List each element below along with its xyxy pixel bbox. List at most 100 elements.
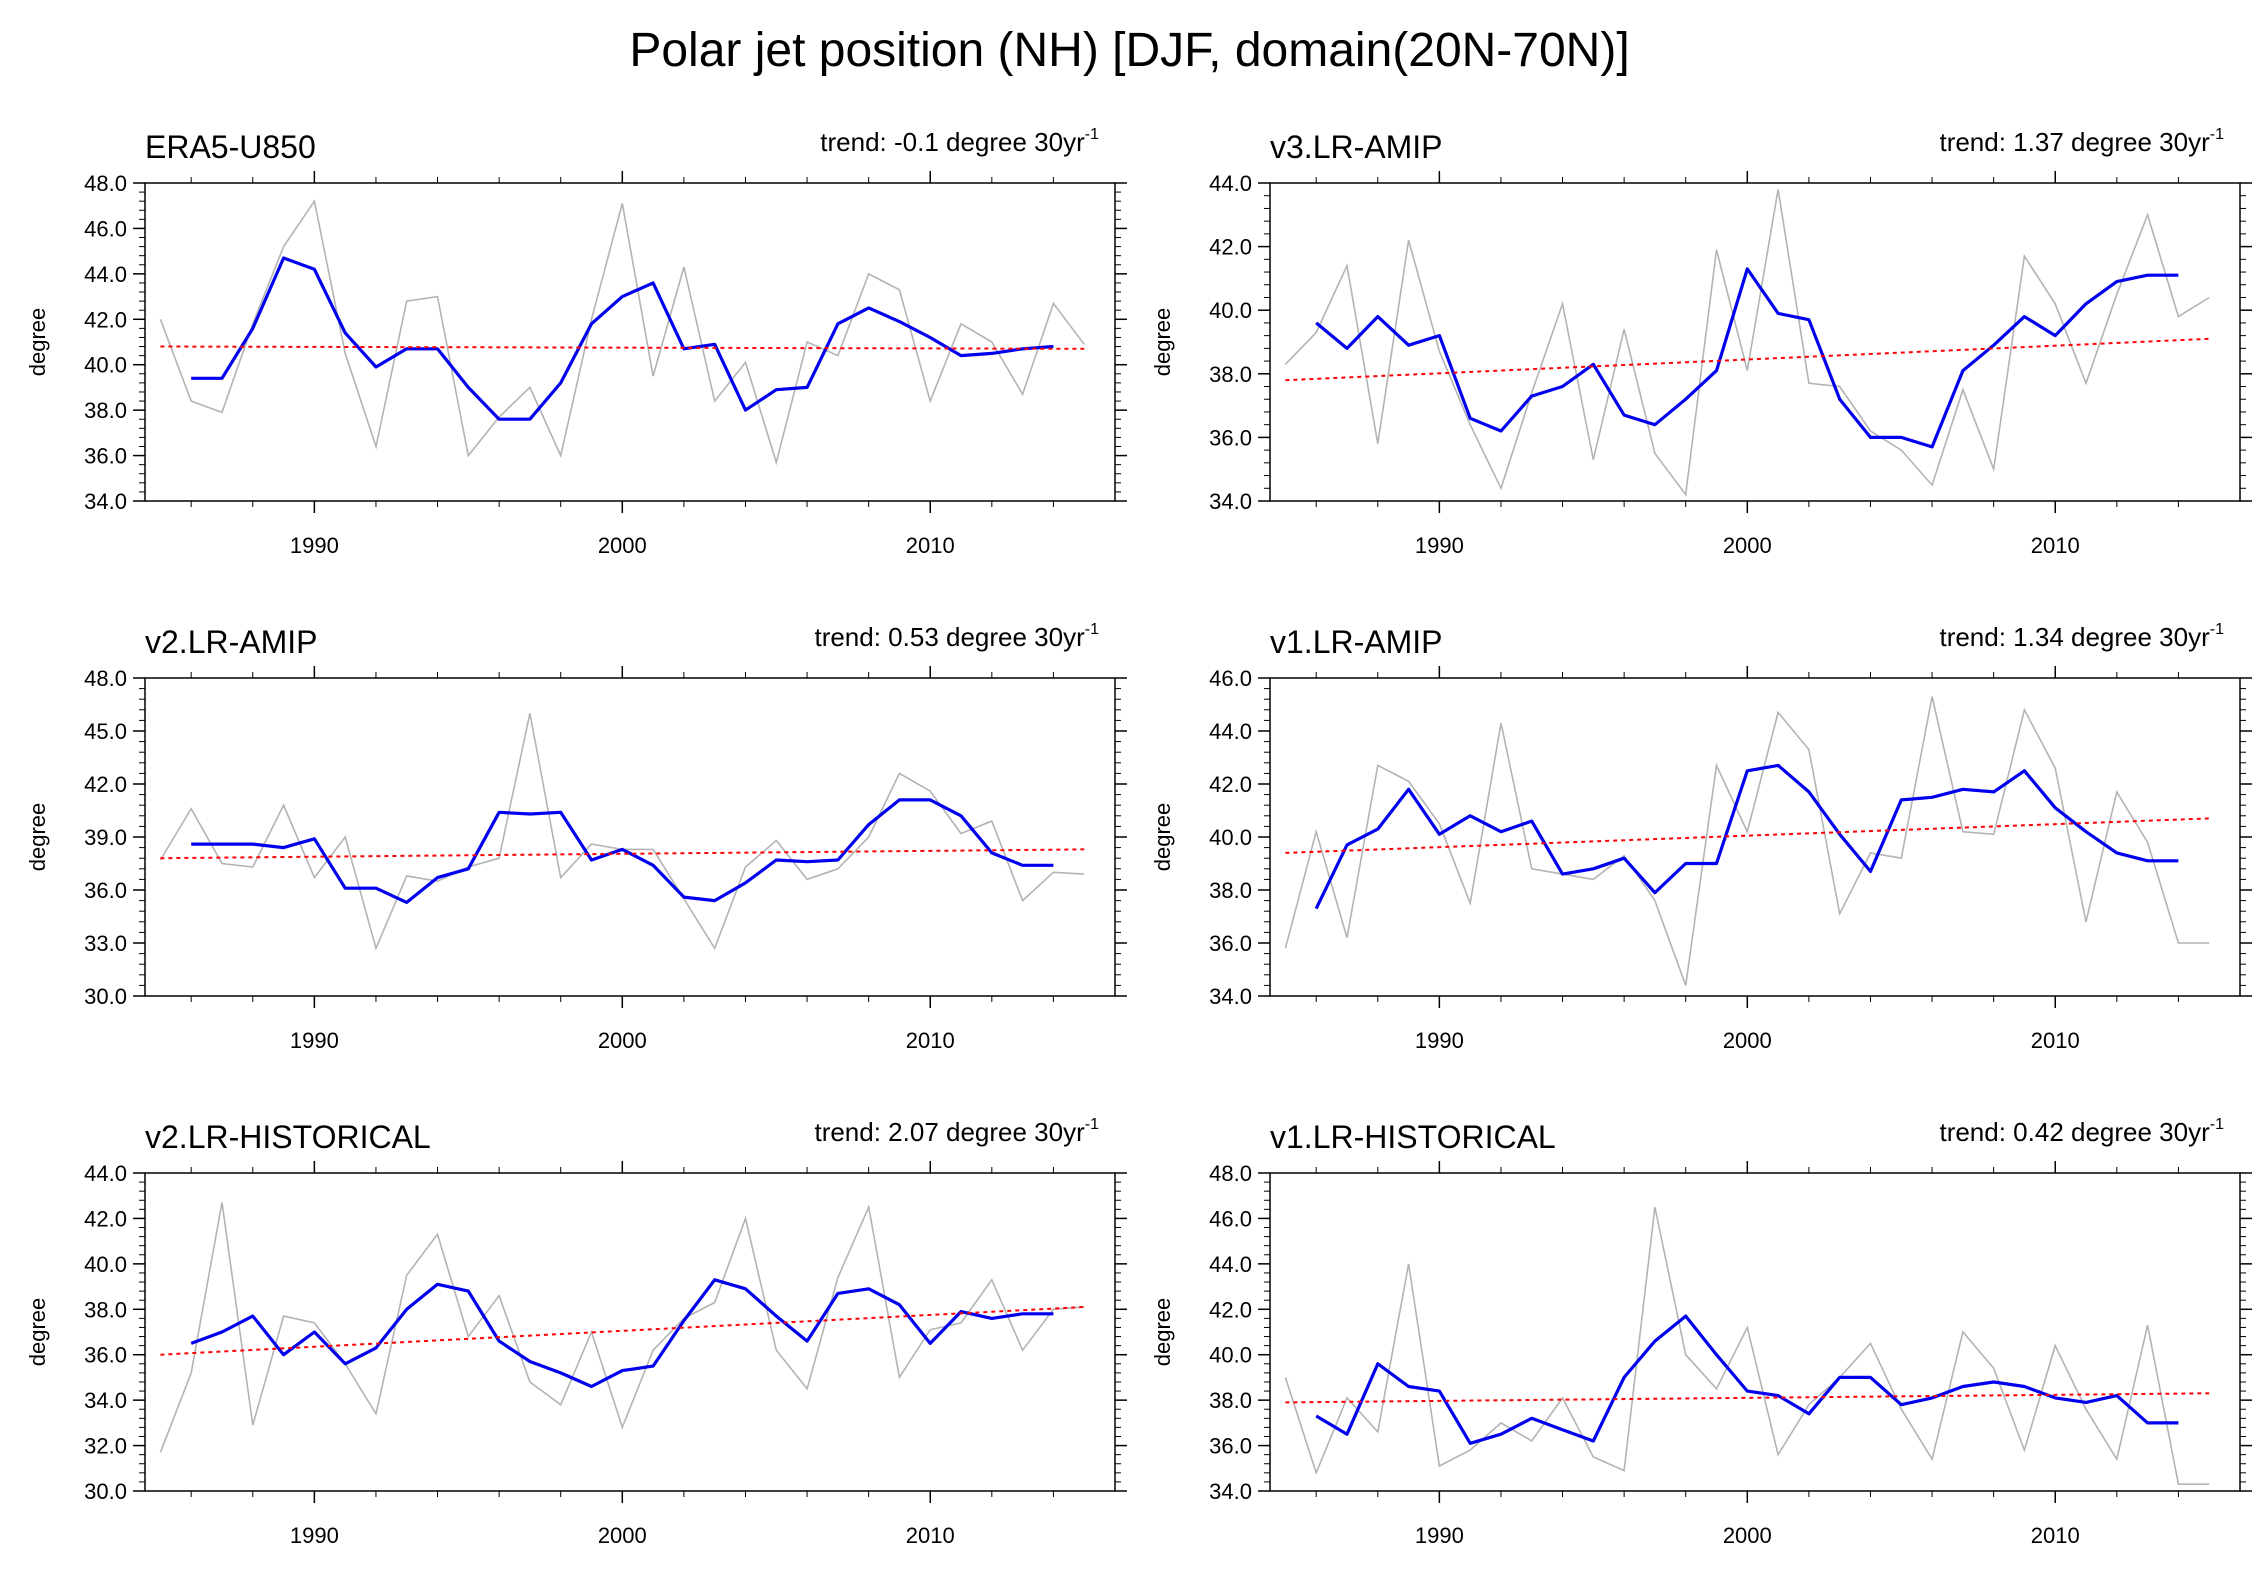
- y-tick-label: 39.0: [84, 825, 127, 850]
- y-tick-label: 38.0: [1209, 878, 1252, 903]
- trend-superscript: -1: [1085, 1116, 1099, 1133]
- x-tick-label: 2000: [598, 1028, 647, 1053]
- y-tick-label: 38.0: [1209, 1388, 1252, 1413]
- series-line-trend: [160, 345, 1085, 350]
- plot-frame: [144, 182, 1116, 502]
- panel-title: v1.LR-HISTORICAL: [1270, 1119, 1556, 1155]
- y-tick-label: 48.0: [84, 666, 127, 691]
- y-tick-label: 30.0: [84, 1479, 127, 1504]
- trend-annotation: trend: -0.1 degree 30yr-1: [820, 126, 1099, 157]
- y-tick-label: 32.0: [84, 1434, 127, 1459]
- y-tick-label: 40.0: [1209, 298, 1252, 323]
- x-tick-label: 1990: [290, 1523, 339, 1548]
- trend-superscript: -1: [2210, 1116, 2224, 1133]
- y-tick-label: 34.0: [84, 489, 127, 514]
- trend-annotation: trend: 2.07 degree 30yr-1: [814, 1116, 1099, 1147]
- y-axis-label: degree: [1150, 1298, 1175, 1367]
- plot-frame: [144, 1172, 1116, 1492]
- y-tick-label: 42.0: [84, 772, 127, 797]
- y-tick-label: 36.0: [1209, 1434, 1252, 1459]
- y-tick-label: 45.0: [84, 719, 127, 744]
- panel-title: v3.LR-AMIP: [1270, 129, 1442, 165]
- trend-text: trend: 1.37 degree 30yr: [1939, 127, 2210, 157]
- x-tick-label: 2000: [1723, 533, 1772, 558]
- series-line-smoothed: [1315, 267, 2179, 449]
- series-line-smoothed: [190, 1278, 1054, 1389]
- y-tick-label: 46.0: [84, 216, 127, 241]
- trend-annotation: trend: 0.42 degree 30yr-1: [1939, 1116, 2224, 1147]
- panel-title: v1.LR-AMIP: [1270, 624, 1442, 660]
- y-tick-label: 44.0: [1209, 171, 1252, 196]
- panel-6: 34.0 36.0 38.0 40.0 42.0 44.0 46.0 48.0 1990 2000…: [1150, 1116, 2252, 1548]
- panel-2: 34.0 36.0 38.0 40.0 42.0 44.0 1990 2000 2010 degr…: [1150, 126, 2252, 558]
- x-tick-label: 2000: [1723, 1523, 1772, 1548]
- y-tick-label: 36.0: [1209, 425, 1252, 450]
- panels-container: 34.0 36.0 38.0 40.0 42.0 44.0 46.0 48.0 1990 2000…: [25, 126, 2252, 1548]
- y-tick-label: 42.0: [1209, 772, 1252, 797]
- y-tick-label: 44.0: [84, 262, 127, 287]
- trend-text: trend: 0.42 degree 30yr: [1939, 1117, 2210, 1147]
- series-line-trend: [1285, 1392, 2210, 1404]
- x-tick-label: 1990: [290, 1028, 339, 1053]
- panel-1: 34.0 36.0 38.0 40.0 42.0 44.0 46.0 48.0 1990 2000…: [25, 126, 1127, 558]
- y-axis-label: degree: [25, 308, 50, 377]
- x-tick-label: 2010: [2031, 1028, 2080, 1053]
- y-tick-label: 36.0: [84, 1343, 127, 1368]
- panel-title: v2.LR-HISTORICAL: [145, 1119, 431, 1155]
- trend-text: trend: 0.53 degree 30yr: [814, 622, 1085, 652]
- series-line-smoothed: [191, 798, 1054, 905]
- y-tick-label: 42.0: [1209, 1297, 1252, 1322]
- y-axis-label: degree: [25, 803, 50, 872]
- y-tick-label: 38.0: [1209, 362, 1252, 387]
- trend-superscript: -1: [1085, 126, 1099, 143]
- y-tick-label: 33.0: [84, 931, 127, 956]
- y-tick-label: 48.0: [1209, 1161, 1252, 1186]
- series-line-trend: [160, 848, 1085, 860]
- trend-superscript: -1: [1085, 621, 1099, 638]
- series-line-annual: [159, 199, 1085, 466]
- series-line-annual: [1284, 1206, 2210, 1485]
- trend-superscript: -1: [2210, 621, 2224, 638]
- plot-frame: [1269, 1172, 2241, 1492]
- x-tick-label: 2000: [598, 1523, 647, 1548]
- y-tick-label: 40.0: [1209, 1343, 1252, 1368]
- plot-frame: [1269, 182, 2241, 502]
- y-tick-label: 36.0: [84, 444, 127, 469]
- y-tick-label: 42.0: [1209, 235, 1252, 260]
- y-tick-label: 46.0: [1209, 666, 1252, 691]
- y-tick-label: 34.0: [1209, 984, 1252, 1009]
- x-tick-label: 1990: [1415, 1028, 1464, 1053]
- trend-annotation: trend: 0.53 degree 30yr-1: [814, 621, 1099, 652]
- x-tick-label: 2000: [598, 533, 647, 558]
- panel-3: 30.0 33.0 36.0 39.0 42.0 45.0 48.0 1990 2000 2010…: [25, 621, 1127, 1053]
- y-axis-label: degree: [1150, 308, 1175, 377]
- series-line-annual: [1284, 696, 2210, 986]
- panel-4: 34.0 36.0 38.0 40.0 42.0 44.0 46.0 1990 2000 2010…: [1150, 621, 2252, 1053]
- panel-title: ERA5-U850: [145, 129, 316, 165]
- x-tick-label: 2010: [2031, 1523, 2080, 1548]
- trend-annotation: trend: 1.34 degree 30yr-1: [1939, 621, 2224, 652]
- panel-title: v2.LR-AMIP: [145, 624, 317, 660]
- y-tick-label: 48.0: [84, 171, 127, 196]
- series-line-trend: [1285, 817, 2210, 854]
- trend-superscript: -1: [2210, 126, 2224, 143]
- trend-text: trend: 1.34 degree 30yr: [1939, 622, 2210, 652]
- y-axis-label: degree: [1150, 803, 1175, 872]
- x-tick-label: 2010: [906, 1523, 955, 1548]
- figure-title: Polar jet position (NH) [DJF, domain(20N…: [629, 24, 1629, 77]
- y-tick-label: 36.0: [84, 878, 127, 903]
- series-line-smoothed: [1315, 1314, 2179, 1445]
- trend-text: trend: -0.1 degree 30yr: [820, 127, 1085, 157]
- x-tick-label: 2010: [906, 533, 955, 558]
- y-tick-label: 46.0: [1209, 1206, 1252, 1231]
- series-line-trend: [160, 1306, 1085, 1356]
- y-tick-label: 38.0: [84, 398, 127, 423]
- x-tick-label: 1990: [1415, 533, 1464, 558]
- y-tick-label: 40.0: [1209, 825, 1252, 850]
- x-tick-label: 2010: [2031, 533, 2080, 558]
- trend-text: trend: 2.07 degree 30yr: [814, 1117, 1085, 1147]
- y-tick-label: 30.0: [84, 984, 127, 1009]
- series-line-annual: [1284, 189, 2210, 497]
